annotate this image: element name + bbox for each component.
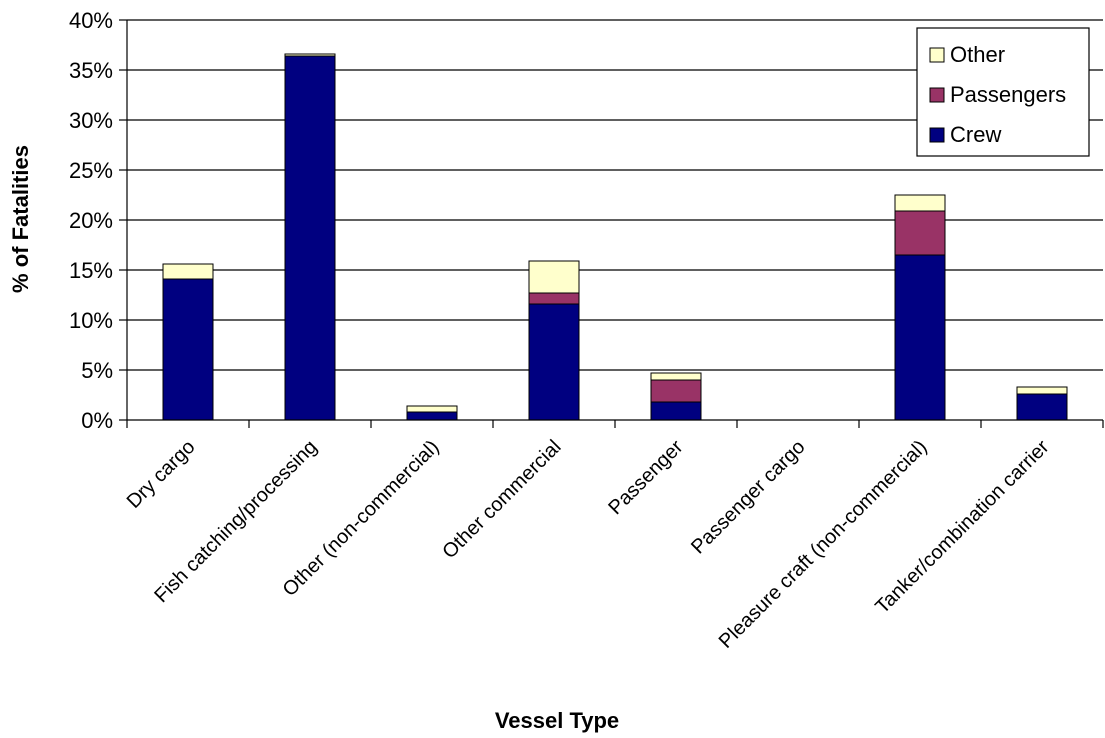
x-tick-label: Passenger cargo: [687, 436, 809, 558]
x-tick-label: Other commercial: [438, 436, 565, 563]
y-tick-label: 10%: [69, 308, 113, 333]
legend-label-passengers: Passengers: [950, 82, 1066, 107]
bar-segment-passengers: [650, 379, 702, 403]
y-tick-label: 35%: [69, 58, 113, 83]
y-tick-label: 0%: [81, 408, 113, 433]
bar-segment-passengers: [528, 292, 580, 305]
bar-segment-other: [528, 260, 580, 294]
bar-segment-crew: [162, 278, 214, 421]
axes: [119, 19, 1104, 428]
bar-segment-other: [650, 372, 702, 381]
legend: Other Passengers Crew: [916, 27, 1090, 157]
x-tick-label: Dry cargo: [123, 436, 200, 513]
legend-swatch-crew: [929, 127, 945, 143]
bar-segment-other: [1016, 386, 1068, 395]
bar-segment-crew: [894, 254, 946, 421]
y-tick-label: 30%: [69, 108, 113, 133]
bar-segment-passengers: [894, 210, 946, 256]
bar-segment-other: [894, 194, 946, 212]
y-tick-labels: 0% 5% 10% 15% 20% 25% 30% 35% 40%: [69, 8, 113, 433]
legend-label-other: Other: [950, 42, 1005, 67]
x-axis-title: Vessel Type: [495, 708, 619, 733]
legend-label-crew: Crew: [950, 122, 1001, 147]
y-tick-label: 40%: [69, 8, 113, 33]
legend-swatch-other: [929, 47, 945, 63]
y-tick-label: 15%: [69, 258, 113, 283]
bar-segment-crew: [528, 303, 580, 421]
legend-box: [916, 27, 1090, 157]
bar-segment-crew: [284, 55, 336, 421]
y-tick-label: 5%: [81, 358, 113, 383]
bar-segment-crew: [1016, 393, 1068, 421]
x-tick-label: Passenger: [604, 436, 687, 519]
bar-segment-other: [406, 405, 458, 413]
bar-segment-other: [162, 263, 214, 280]
y-tick-label: 25%: [69, 158, 113, 183]
bar-segment-crew: [650, 401, 702, 421]
y-tick-label: 20%: [69, 208, 113, 233]
y-axis-title: % of Fatalities: [8, 145, 33, 293]
x-tick-label: Pleasure craft (non-commercial): [715, 436, 932, 653]
bar-segment-other: [284, 53, 336, 57]
bar-segment-crew: [406, 411, 458, 421]
legend-swatch-passengers: [929, 87, 945, 103]
